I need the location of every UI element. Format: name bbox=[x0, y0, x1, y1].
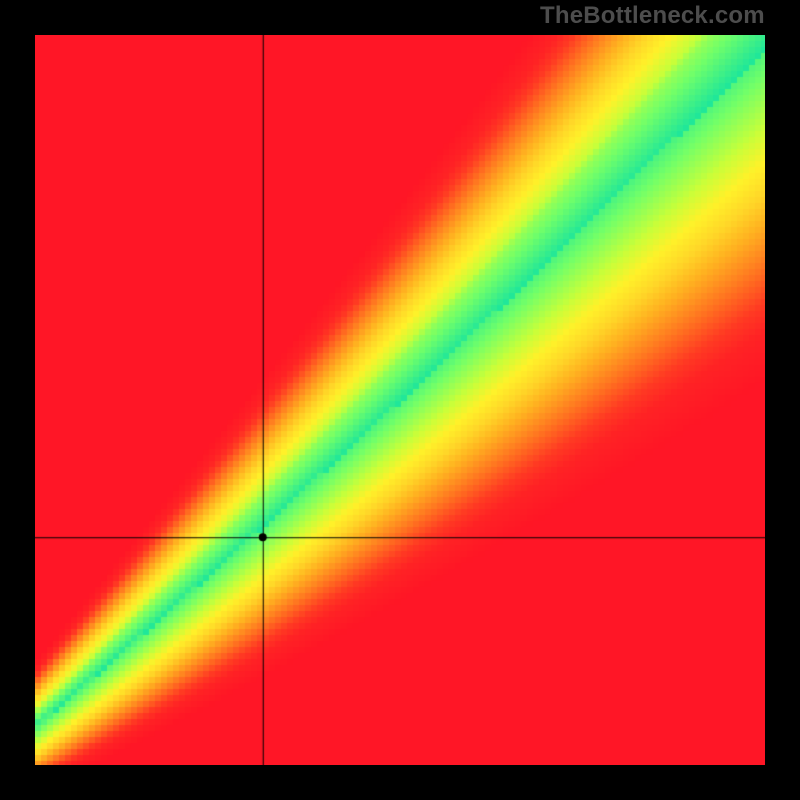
figure-root: TheBottleneck.com bbox=[0, 0, 800, 800]
watermark-text: TheBottleneck.com bbox=[540, 2, 765, 30]
bottleneck-heatmap bbox=[35, 35, 765, 765]
